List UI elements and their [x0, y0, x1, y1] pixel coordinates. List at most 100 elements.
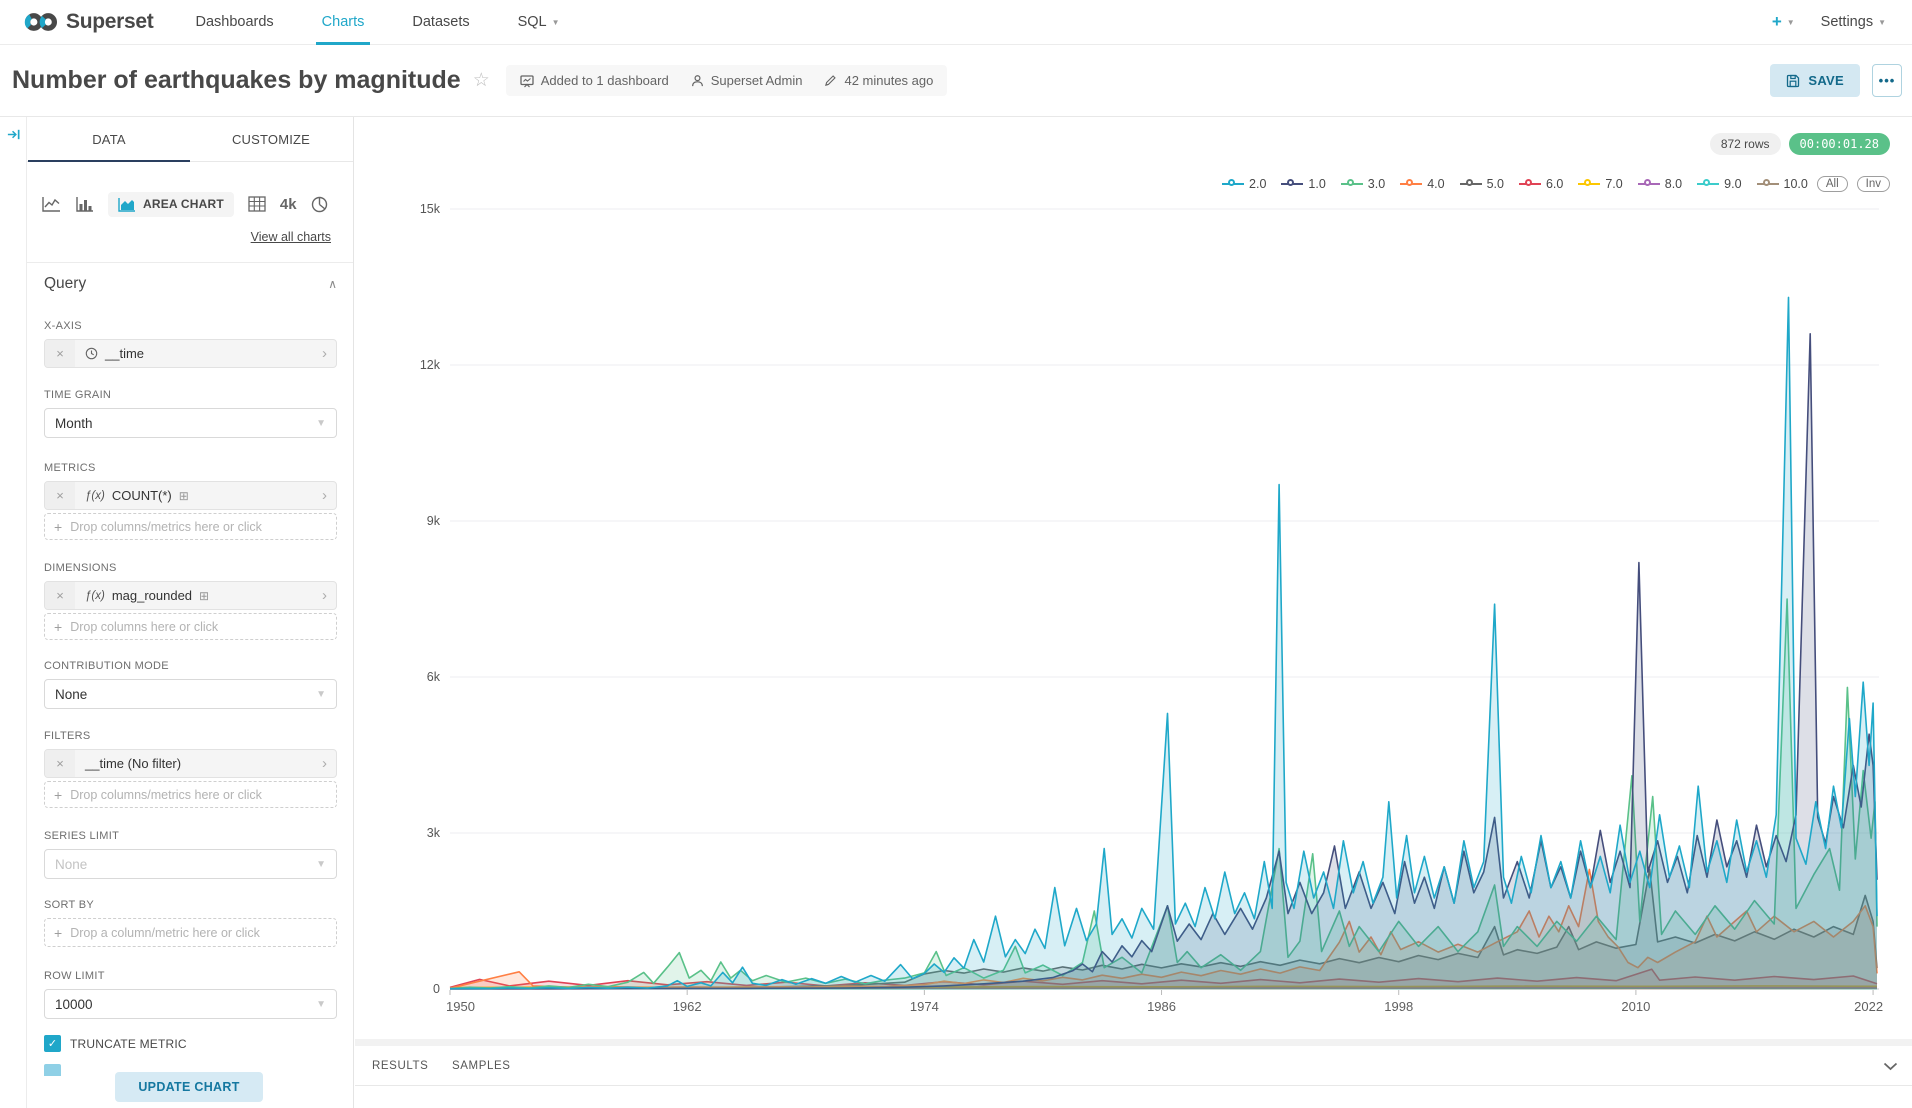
legend-item-9.0[interactable]: 9.0 — [1697, 177, 1742, 191]
chevron-up-icon: ∧ — [328, 277, 337, 291]
pie-chart-icon[interactable] — [311, 196, 328, 213]
table-chart-icon[interactable] — [248, 196, 266, 212]
contribution-mode-select[interactable]: None ▼ — [44, 679, 337, 709]
caret-right-icon: › — [322, 587, 327, 604]
legend-item-8.0[interactable]: 8.0 — [1637, 177, 1682, 191]
dashboards-badge[interactable]: Added to 1 dashboard — [520, 73, 669, 88]
nav-item-datasets[interactable]: Datasets — [412, 14, 470, 30]
big-number-chart-icon[interactable]: 4k — [279, 195, 297, 213]
legend-label: 7.0 — [1605, 177, 1623, 191]
tab-data[interactable]: DATA — [92, 132, 126, 147]
sort-by-dropzone[interactable]: + Drop a column/metric here or click — [44, 918, 337, 947]
settings-menu[interactable]: Settings ▼ — [1820, 14, 1886, 30]
dimensions-dropzone[interactable]: + Drop columns here or click — [44, 613, 337, 640]
legend-marker-icon — [1637, 178, 1660, 190]
metrics-dropzone[interactable]: + Drop columns/metrics here or click — [44, 513, 337, 540]
x-axis-tick-label: 2022 — [1854, 999, 1883, 1014]
metric-pill[interactable]: × ƒ(x) COUNT(*) ⊞ › — [44, 481, 337, 510]
legend-label: 4.0 — [1427, 177, 1445, 191]
plus-icon: + — [54, 518, 63, 535]
last-modified-badge[interactable]: 42 minutes ago — [824, 73, 933, 88]
save-button[interactable]: SAVE — [1770, 64, 1860, 97]
legend-label: 3.0 — [1367, 177, 1386, 191]
panel-resize-handle[interactable] — [355, 1039, 1912, 1046]
remove-icon[interactable]: × — [45, 340, 75, 367]
remove-icon[interactable]: × — [45, 482, 75, 509]
legend-marker-icon — [1400, 178, 1423, 190]
query-timer-badge: 00:00:01.28 — [1788, 133, 1890, 155]
tab-samples[interactable]: SAMPLES — [452, 1059, 511, 1072]
legend-label: 6.0 — [1545, 177, 1564, 191]
query-section-header[interactable]: Query ∧ — [44, 275, 337, 293]
control-label: ROW LIMIT — [44, 970, 105, 982]
line-chart-icon[interactable] — [41, 196, 61, 213]
plus-icon: + — [54, 924, 63, 941]
chevron-down-icon[interactable] — [1883, 1058, 1898, 1076]
time-grain-select[interactable]: Month ▼ — [44, 408, 337, 438]
chart-plot[interactable]: 0 3k 6k 9k 12k 15k 1950 1962 1974 1986 1998 2010 202… — [371, 170, 1906, 1040]
series-2.0-line — [449, 296, 1878, 990]
brand-name: Superset — [66, 10, 154, 33]
dimension-pill[interactable]: × ƒ(x) mag_rounded ⊞ › — [44, 581, 337, 610]
update-chart-button[interactable]: UPDATE CHART — [115, 1072, 263, 1102]
nav-menu: Dashboards Charts Datasets SQL ▼ — [171, 0, 583, 45]
more-options-button[interactable]: ••• — [1872, 64, 1902, 97]
superset-logo[interactable]: Superset — [0, 10, 171, 34]
caret-right-icon: › — [322, 755, 327, 772]
legend-inv-button[interactable]: Inv — [1856, 176, 1890, 192]
filter-pill[interactable]: × __time (No filter) › — [44, 749, 337, 778]
series-limit-select[interactable]: None ▼ — [44, 849, 337, 879]
legend-all-button[interactable]: All — [1816, 176, 1848, 192]
chart-svg: 0 3k 6k 9k 12k 15k 1950 1962 1974 1986 1998 2010 202… — [420, 202, 1883, 1014]
legend-item-4.0[interactable]: 4.0 — [1400, 177, 1445, 191]
nav-item-dashboards[interactable]: Dashboards — [195, 14, 274, 30]
legend-item-1.0[interactable]: 1.0 — [1281, 177, 1326, 191]
favorite-star-icon[interactable]: ☆ — [472, 70, 490, 91]
nav-item-charts[interactable]: Charts — [298, 0, 389, 45]
control-label: METRICS — [44, 462, 96, 474]
navbar: Superset Dashboards Charts Datasets SQL ▼… — [0, 0, 1912, 45]
x-axis-pill[interactable]: × __time › — [44, 339, 337, 368]
legend-label: 9.0 — [1724, 177, 1742, 191]
tab-customize[interactable]: CUSTOMIZE — [231, 132, 311, 147]
checkbox-checked-icon[interactable]: ✓ — [44, 1035, 61, 1052]
legend-item-5.0[interactable]: 5.0 — [1459, 177, 1504, 191]
legend-marker-icon — [1578, 178, 1601, 190]
row-limit-select[interactable]: 10000 ▼ — [44, 989, 337, 1019]
new-item-button[interactable]: + ▼ — [1772, 12, 1795, 32]
save-icon — [1787, 74, 1800, 87]
results-panel-header: RESULTS SAMPLES — [355, 1046, 1912, 1085]
legend-item-2.0[interactable]: 2.0 — [1222, 177, 1266, 191]
tab-results[interactable]: RESULTS — [372, 1059, 429, 1072]
data-panel: DATA CUSTOMIZE AREA CHART 4k View all ch… — [27, 117, 354, 1108]
y-axis-tick-label: 12k — [420, 358, 441, 372]
remove-icon[interactable]: × — [45, 750, 75, 777]
legend-marker-icon — [1222, 178, 1245, 190]
legend-item-3.0[interactable]: 3.0 — [1340, 177, 1386, 191]
x-axis-tick-label: 1998 — [1384, 999, 1413, 1014]
caret-down-icon: ▼ — [1786, 17, 1795, 27]
series-3.0-line — [449, 598, 1878, 990]
control-label: TIME GRAIN — [44, 389, 112, 401]
partially-visible-checkbox[interactable] — [44, 1064, 61, 1076]
results-divider — [355, 1085, 1912, 1086]
legend-item-7.0[interactable]: 7.0 — [1578, 177, 1623, 191]
control-filters: FILTERS × __time (No filter) › + Drop co… — [44, 730, 337, 808]
truncate-metric-checkbox-row[interactable]: ✓ TRUNCATE METRIC — [44, 1035, 337, 1052]
bar-chart-icon[interactable] — [75, 196, 94, 213]
legend-label: 2.0 — [1249, 177, 1267, 191]
plus-icon: + — [1771, 12, 1782, 31]
x-axis-tick-label: 1986 — [1147, 999, 1176, 1014]
control-x-axis: X-AXIS × __time › — [44, 320, 337, 368]
filters-dropzone[interactable]: + Drop columns/metrics here or click — [44, 781, 337, 808]
control-label: SERIES LIMIT — [44, 830, 120, 842]
nav-item-sql[interactable]: SQL ▼ — [517, 14, 560, 30]
legend-item-10.0[interactable]: 10.0 — [1756, 177, 1808, 191]
collapse-panel-icon[interactable] — [6, 127, 21, 147]
owner-badge[interactable]: Superset Admin — [691, 73, 802, 88]
view-all-charts-link[interactable]: View all charts — [250, 230, 331, 244]
viz-type-row: AREA CHART 4k — [41, 190, 341, 218]
viz-type-area-chart[interactable]: AREA CHART — [108, 191, 234, 217]
remove-icon[interactable]: × — [45, 582, 75, 609]
legend-item-6.0[interactable]: 6.0 — [1518, 177, 1564, 191]
